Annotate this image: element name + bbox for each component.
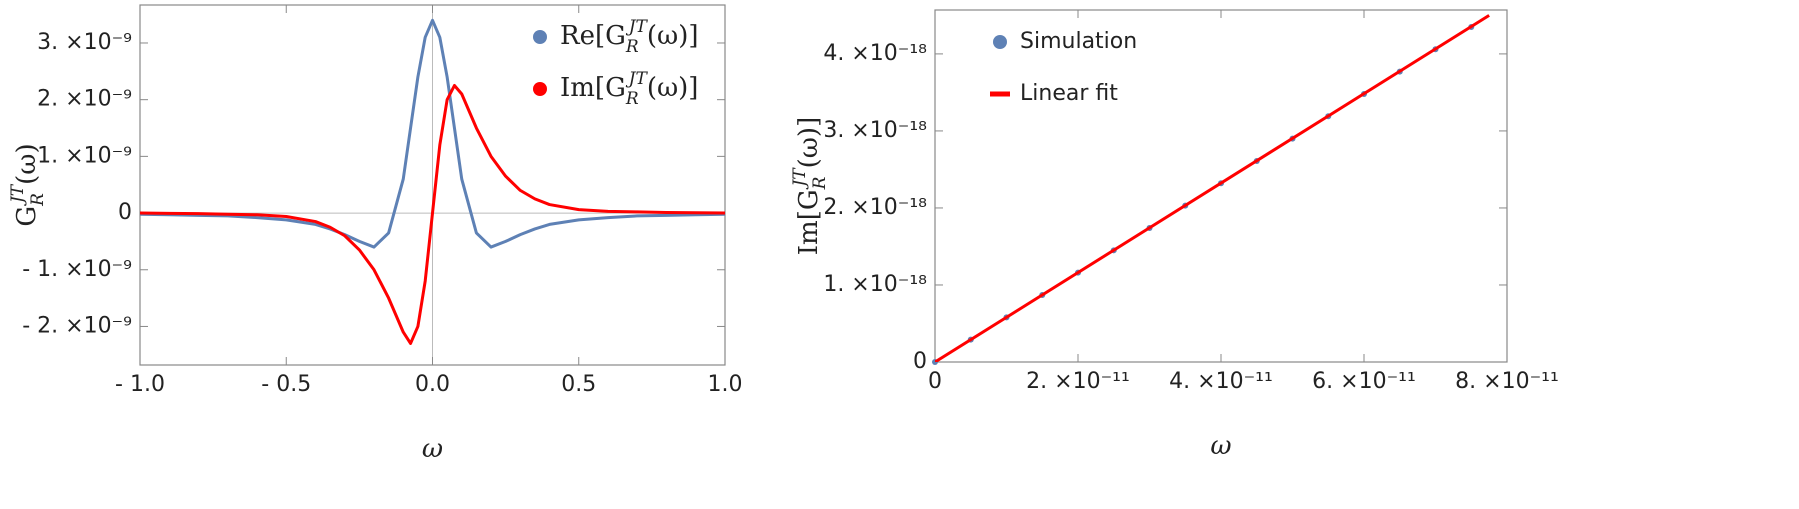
label-part: R: [625, 89, 639, 109]
y-tick-label: 4. ×10⁻¹⁸: [823, 41, 927, 66]
label-part: R: [810, 176, 830, 190]
x-tick-label: 0: [928, 369, 942, 394]
label-part: (ω): [12, 143, 42, 185]
x-tick-label: 0.5: [561, 372, 596, 397]
label-part: (ω)]: [794, 117, 824, 169]
x-axis-label: ω: [422, 434, 443, 464]
label-part: R: [625, 37, 639, 57]
x-tick-label: - 0.5: [261, 372, 311, 397]
legend-label: Re[GRJT(ω)]: [560, 17, 699, 57]
legend-marker: [533, 82, 547, 96]
x-tick-label: 0.0: [415, 372, 450, 397]
x-tick-label: 4. ×10⁻¹¹: [1169, 369, 1273, 394]
label-part: JT: [790, 167, 810, 190]
y-axis-label: Im[GRJT(ω)]: [790, 117, 830, 255]
y-tick-label: - 1. ×10⁻⁹: [22, 257, 132, 282]
legend-label: Simulation: [1020, 29, 1137, 54]
legend-marker: [993, 35, 1007, 49]
label-part: G: [12, 206, 42, 227]
label-part: (ω)]: [647, 73, 699, 103]
y-tick-label: 0: [118, 200, 132, 225]
y-tick-label: 0: [913, 349, 927, 374]
label-part: Im[G: [560, 73, 626, 103]
x-tick-label: 6. ×10⁻¹¹: [1312, 369, 1416, 394]
y-tick-label: - 2. ×10⁻⁹: [22, 313, 132, 338]
y-tick-label: 1. ×10⁻⁹: [37, 143, 132, 168]
legend-marker: [533, 30, 547, 44]
y-tick-label: 3. ×10⁻¹⁸: [823, 118, 927, 143]
x-tick-label: 2. ×10⁻¹¹: [1026, 369, 1130, 394]
series-line: [140, 18, 725, 249]
x-tick-label: 1.0: [708, 372, 743, 397]
label-part: Re[G: [560, 21, 626, 51]
x-axis-label: ω: [1210, 431, 1231, 461]
y-tick-label: 1. ×10⁻¹⁸: [823, 272, 927, 297]
y-tick-label: 2. ×10⁻⁹: [37, 87, 132, 112]
label-part: JT: [626, 17, 649, 37]
legend-label: Im[GRJT(ω)]: [560, 69, 698, 109]
label-part: (ω)]: [647, 21, 699, 51]
label-part: R: [28, 193, 48, 207]
y-axis-label: GRJT(ω): [8, 143, 48, 226]
x-tick-label: - 1.0: [115, 372, 165, 397]
y-tick-label: 2. ×10⁻¹⁸: [823, 195, 927, 220]
series-line: [935, 14, 1490, 362]
x-tick-label: 8. ×10⁻¹¹: [1455, 369, 1559, 394]
series-line: [140, 84, 725, 345]
y-tick-label: 3. ×10⁻⁹: [37, 30, 132, 55]
label-part: JT: [8, 183, 28, 206]
legend-label: Linear fit: [1020, 81, 1118, 106]
label-part: Im[G: [794, 189, 824, 255]
label-part: JT: [626, 69, 649, 89]
